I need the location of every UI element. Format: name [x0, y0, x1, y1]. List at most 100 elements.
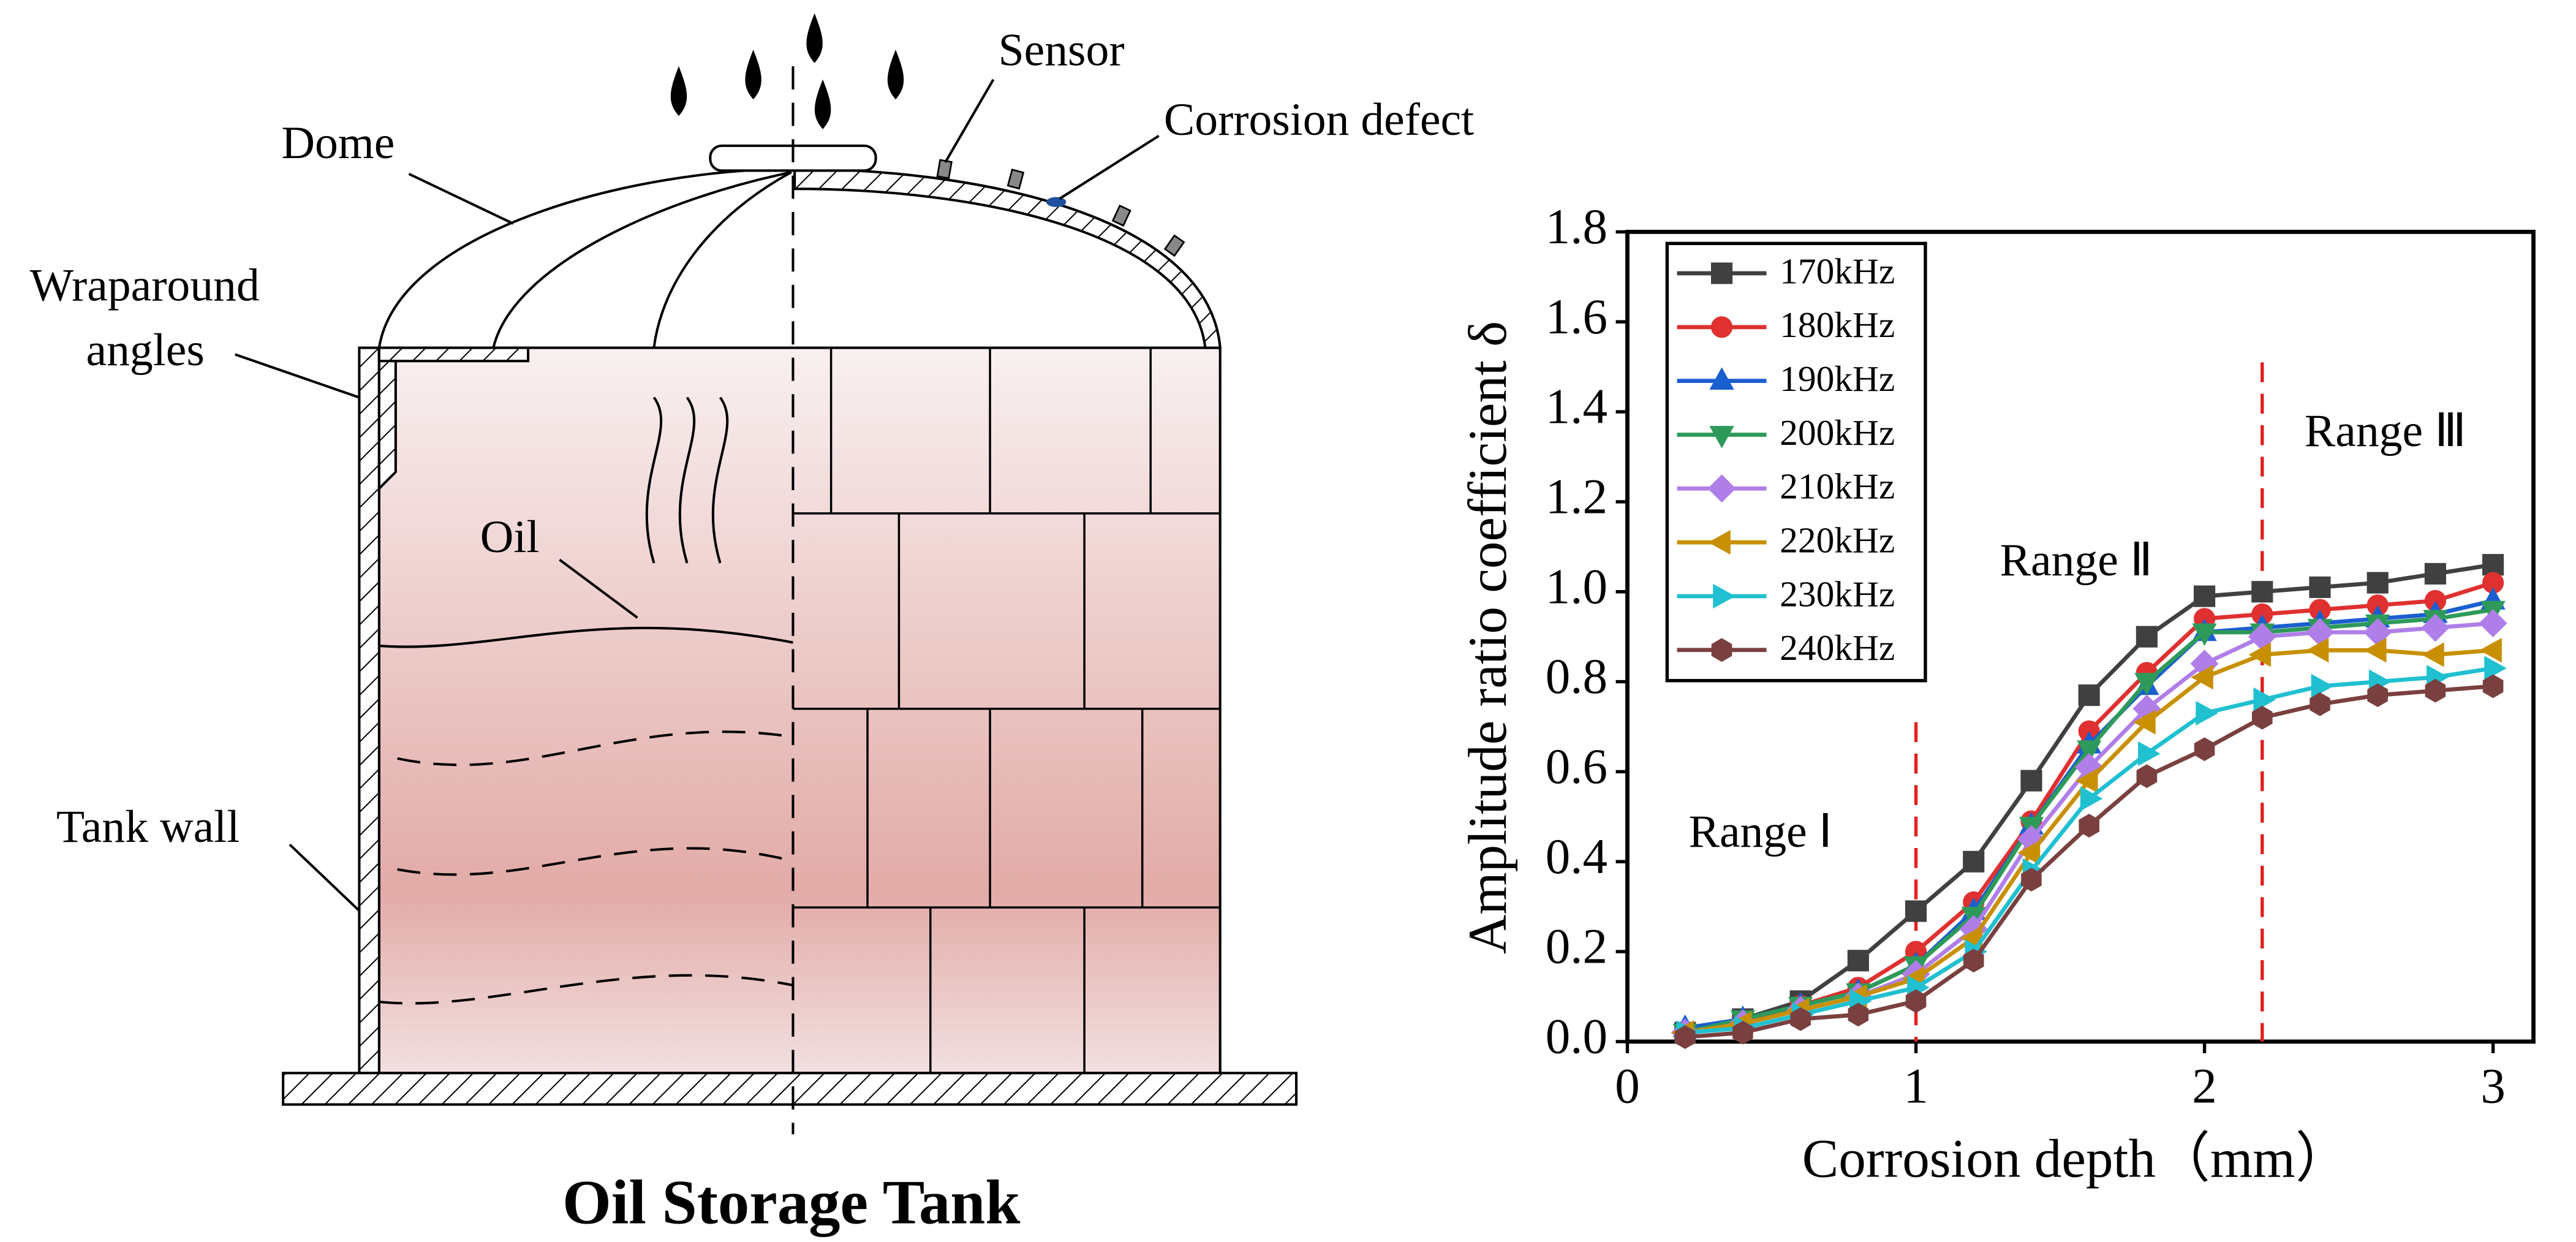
legend-label: 190kHz: [1780, 358, 1895, 399]
label-oil: Oil: [480, 512, 540, 562]
marker: [2075, 768, 2098, 793]
legend-marker: [1709, 367, 1734, 390]
marker: [2310, 692, 2330, 716]
oil-surface: [379, 626, 793, 648]
marker: [2194, 585, 2216, 607]
dome-shell: [793, 167, 1222, 349]
label-dome: Dome: [281, 118, 395, 169]
legend-box: [1665, 241, 1927, 683]
marker: [2424, 562, 2446, 585]
marker: [2479, 638, 2502, 663]
label-wraparound: angles: [86, 325, 205, 376]
marker: [1847, 950, 1869, 972]
leader-lines: [235, 78, 1160, 912]
label-wraparound: Wraparound: [30, 260, 260, 311]
marker: [2191, 665, 2213, 690]
tank-wall: [358, 346, 380, 1075]
marker: [2363, 638, 2387, 663]
marker: [2306, 638, 2329, 663]
y-tick-label: 1.4: [1546, 379, 1607, 434]
marker: [1848, 1002, 1869, 1027]
corrosion-defect: [1046, 197, 1067, 207]
marker: [2136, 626, 2158, 648]
marker: [2078, 684, 2100, 706]
x-tick-label: 2: [2192, 1059, 2217, 1114]
marker: [2366, 572, 2389, 594]
marker: [2138, 741, 2161, 767]
y-tick-label: 0.2: [1546, 919, 1607, 974]
y-tick-label: 0.0: [1546, 1009, 1607, 1064]
marker: [2196, 700, 2218, 726]
legend-marker: [1710, 316, 1733, 338]
marker: [2482, 554, 2504, 576]
tank-body: [377, 346, 1222, 1075]
base: [282, 1072, 1298, 1106]
chart: Range Ⅰ Range Ⅱ Range Ⅲ Corrosion depth（…: [1458, 199, 2536, 1189]
x-tick-label: 3: [2480, 1059, 2506, 1114]
vapor: [645, 396, 729, 564]
marker: [2251, 581, 2273, 603]
legend-marker: [1707, 474, 1736, 503]
marker: [1963, 850, 1985, 873]
legend-marker: [1709, 426, 1734, 449]
marker: [1905, 989, 1927, 1013]
y-axis-label: Amplitude ratio coefficient δ: [1458, 321, 1518, 954]
label-corrosion-defect: Corrosion defect: [1164, 94, 1474, 145]
tank-diagram: Sensor Corrosion defect Dome Wraparound …: [30, 13, 1474, 1237]
legend-label: 230kHz: [1780, 574, 1895, 614]
drops: [670, 13, 904, 129]
label-tank-wall: Tank wall: [56, 801, 240, 852]
marker: [1905, 900, 1927, 922]
marker: [2079, 814, 2099, 838]
bricks: [793, 347, 1220, 1073]
marker: [1790, 1007, 1811, 1031]
marker: [2425, 678, 2446, 703]
legend-marker: [1708, 530, 1731, 555]
legend-label: 210kHz: [1780, 466, 1895, 507]
marker: [2309, 576, 2331, 598]
marker: [1732, 1020, 1753, 1045]
legend-marker: [1713, 583, 1736, 609]
marker: [2248, 642, 2272, 667]
x-tick-label: 1: [1903, 1059, 1928, 1114]
marker: [2021, 868, 2042, 892]
marker: [2134, 673, 2159, 695]
y-tick-label: 0.8: [1546, 649, 1607, 704]
x-axis-label: Corrosion depth（mm）: [1802, 1129, 2350, 1189]
marker: [2421, 613, 2450, 642]
y-tick-label: 1.8: [1546, 199, 1607, 254]
y-tick-label: 0.4: [1546, 829, 1607, 884]
marker: [2080, 786, 2103, 811]
marker: [2479, 609, 2507, 638]
dome-rib: [652, 171, 792, 348]
marker: [2251, 705, 2273, 730]
marker: [1963, 949, 1984, 973]
marker: [2482, 674, 2504, 699]
plot-frame: [1625, 230, 2536, 1044]
marker: [2367, 683, 2388, 708]
label-sensor: Sensor: [999, 25, 1125, 76]
y-tick-label: 1.0: [1546, 559, 1607, 614]
caption: Oil Storage Tank: [562, 1167, 1021, 1237]
marker: [2194, 737, 2215, 762]
annotation: Range Ⅲ: [2305, 406, 2466, 456]
marker: [2253, 687, 2276, 713]
annotation: Range Ⅰ: [1688, 806, 1832, 857]
oil-waves: [379, 730, 793, 1005]
marker: [2136, 764, 2158, 789]
annotation: Range Ⅱ: [2000, 535, 2153, 586]
marker: [2422, 642, 2444, 667]
dome-rib: [492, 171, 792, 349]
x-tick-label: 0: [1615, 1059, 1640, 1114]
legend-marker: [1711, 638, 1732, 662]
marker: [2133, 710, 2156, 735]
marker: [2020, 770, 2042, 792]
marker: [1674, 1025, 1696, 1049]
legend-label: 200kHz: [1780, 412, 1895, 453]
legend-label: 220kHz: [1780, 520, 1895, 560]
y-tick-label: 1.6: [1546, 289, 1607, 344]
sensors: [936, 159, 1185, 257]
y-tick-label: 1.2: [1546, 469, 1607, 524]
marker: [2311, 673, 2334, 699]
